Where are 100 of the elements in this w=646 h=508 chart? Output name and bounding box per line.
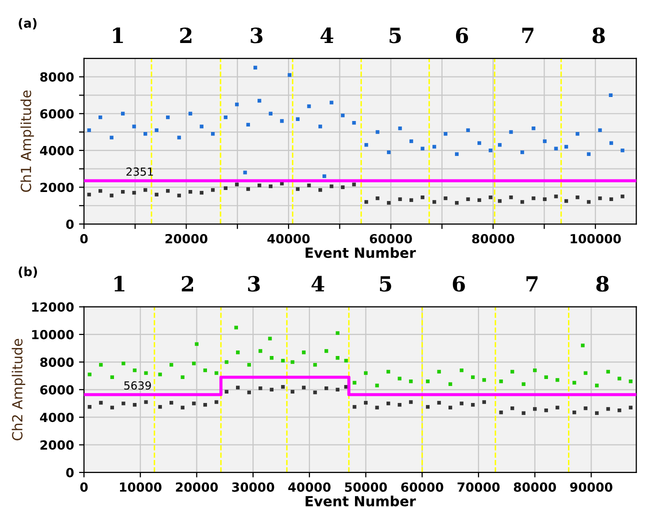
y-tick-label: 4000 [40,146,74,156]
point [258,386,262,390]
point [246,187,250,191]
point [364,200,368,204]
point [364,400,368,405]
point [375,406,379,410]
point [302,386,306,390]
point [313,362,317,367]
x-tick-label: 0 [80,234,88,244]
point [386,150,391,154]
point [606,370,610,374]
point [454,152,459,156]
x-tick-label: 40000 [267,234,310,244]
x-tick-label: 20000 [176,482,218,492]
point [324,386,328,390]
point [270,356,274,360]
point [170,400,174,405]
text: 2 [180,28,192,43]
point [192,402,196,406]
text: 6 [452,276,465,292]
point [544,375,548,380]
x-tick-label: 70000 [458,482,500,492]
text: 3 [248,276,260,292]
point [352,182,356,186]
point [482,400,486,404]
point [318,124,322,128]
x-tick-label: 100000 [570,234,621,244]
point [375,384,379,388]
x-tick-label: 60000 [401,482,444,492]
point [620,194,624,198]
x-tick-label: 90000 [570,482,612,492]
point [522,411,526,415]
point [203,402,207,407]
point [122,362,126,366]
text: 4 [320,28,334,43]
point [386,370,390,374]
point [586,200,591,204]
point [576,132,580,136]
point [409,380,413,384]
point [620,148,624,152]
point [344,358,348,362]
point [584,371,588,375]
point [352,405,356,409]
point [608,93,613,98]
point [158,372,162,376]
point [409,198,414,202]
point [556,406,560,410]
point [154,192,158,196]
point [509,130,513,134]
point [87,192,91,196]
point [214,400,218,404]
point [532,126,536,130]
point [340,185,345,190]
y-tick-label: 4000 [40,412,74,422]
point [437,400,441,405]
point [564,144,568,149]
point [376,130,380,134]
point [586,152,591,156]
x-tick-label: 80000 [472,234,514,244]
point [352,380,356,385]
annotation: 5639 [124,381,151,390]
point [606,407,610,411]
point [132,124,136,128]
point [554,194,558,198]
point [192,362,196,366]
chart-title: (a) [18,18,36,30]
point [520,200,524,204]
point [99,400,103,405]
point [144,188,148,192]
point [595,411,599,415]
point [628,380,633,384]
point [268,336,272,340]
point [488,196,492,200]
point [98,189,102,193]
point [258,184,262,188]
point [307,104,311,108]
point [488,148,492,152]
point [477,141,482,145]
point [471,375,475,380]
point [290,390,294,394]
point [448,406,452,410]
point [336,356,340,360]
point [243,170,247,174]
x-tick-label: 60000 [370,234,412,244]
text: 2 [182,276,194,292]
point [364,371,368,375]
x-tick-label: 20000 [166,234,208,244]
point [572,410,576,414]
point [246,122,250,126]
x-axis-title: Event Number [306,247,416,258]
point [376,196,380,200]
point [247,390,251,394]
y-tick-label: 8000 [40,72,74,82]
point [510,406,514,410]
point [572,380,576,385]
point [628,406,633,410]
point [426,405,430,409]
point [498,143,502,147]
point [398,402,402,407]
text: 1 [113,28,123,43]
